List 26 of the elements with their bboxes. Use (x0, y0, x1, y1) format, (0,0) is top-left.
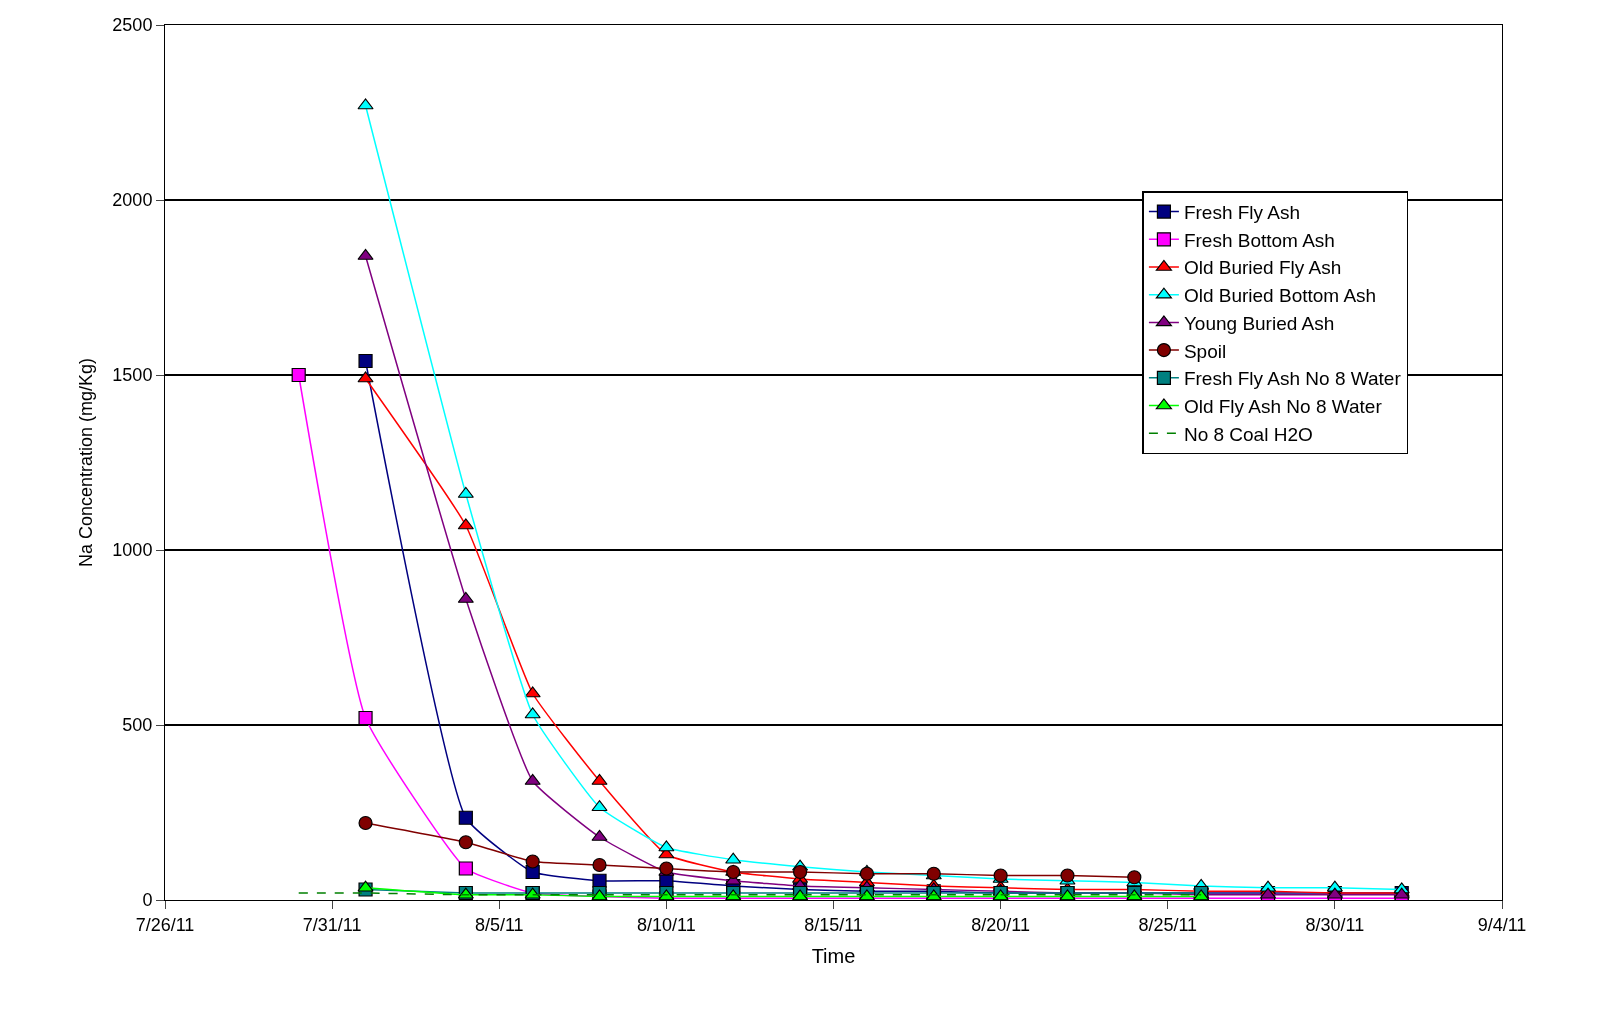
x-tick-label: 8/20/11 (971, 914, 1030, 935)
legend-label: Fresh Bottom Ash (1183, 229, 1335, 251)
x-tick-label: 8/15/11 (804, 914, 863, 935)
legend-label: Fresh Fly Ash No 8 Water (1183, 368, 1402, 390)
x-tick-label: 8/5/11 (474, 914, 524, 935)
x-tick-label: 9/4/11 (1477, 914, 1527, 935)
legend-label: Old Buried Bottom Ash (1183, 285, 1377, 307)
y-tick-label: 500 (122, 715, 153, 736)
x-tick-label: 7/26/11 (135, 914, 195, 935)
y-tick-label: 0 (142, 890, 153, 911)
legend-label: Young Buried Ash (1183, 312, 1335, 334)
y-tick-label: 2500 (112, 15, 153, 36)
x-tick-label: 7/31/11 (302, 914, 362, 935)
legend-label: Old Fly Ash No 8 Water (1183, 395, 1383, 417)
x-tick-label: 8/25/11 (1138, 914, 1198, 935)
x-tick-label: 8/10/11 (637, 914, 696, 935)
legend-label: Fresh Fly Ash (1183, 202, 1301, 224)
legend-label: Spoil (1183, 340, 1227, 362)
y-tick-label: 1000 (112, 540, 153, 561)
legend-label: No 8 Coal H2O (1183, 423, 1313, 445)
legend-label: Old Buried Fly Ash (1183, 257, 1342, 279)
x-axis-title: Time (811, 945, 856, 968)
y-axis-title: Na Concentration (mg/Kg) (75, 357, 96, 568)
x-tick-label: 8/30/11 (1305, 914, 1365, 935)
y-tick-label: 2000 (112, 190, 153, 211)
y-tick-label: 1500 (112, 365, 153, 386)
